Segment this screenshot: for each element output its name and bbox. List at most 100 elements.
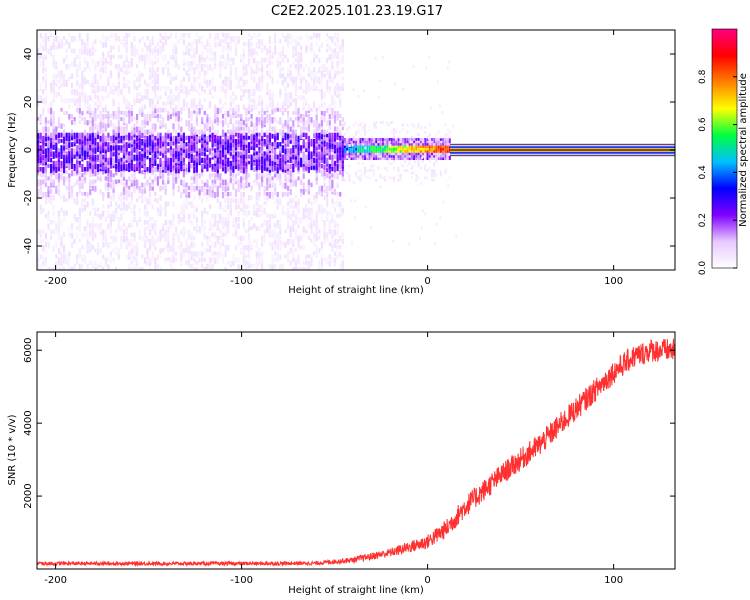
heatmap-cell xyxy=(115,126,118,133)
heatmap-cell xyxy=(125,145,128,152)
heatmap-cell xyxy=(261,210,264,216)
heatmap-cell xyxy=(193,142,196,147)
heatmap-cell xyxy=(357,154,360,158)
heatmap-cell xyxy=(175,163,178,169)
heatmap-cell xyxy=(146,170,149,174)
heatmap-cell xyxy=(60,266,63,270)
heatmap-cell xyxy=(433,145,436,148)
heatmap-cell xyxy=(91,142,94,149)
heatmap-cell xyxy=(201,210,204,218)
heatmap-cell xyxy=(182,145,185,150)
heatmap-cell xyxy=(258,195,261,202)
heatmap-cell xyxy=(393,133,395,136)
heatmap-cell xyxy=(188,145,191,152)
heatmap-cell xyxy=(94,101,97,106)
heatmap-cell xyxy=(446,152,449,156)
heatmap-cell xyxy=(287,32,290,40)
heatmap-cell xyxy=(63,254,66,260)
heatmap-cell xyxy=(294,179,297,186)
heatmap-cell xyxy=(307,185,310,191)
heatmap-cell xyxy=(164,36,167,41)
heatmap-cell xyxy=(195,135,198,142)
heatmap-cell xyxy=(439,216,442,220)
heatmap-cell xyxy=(439,169,442,172)
heatmap-cell xyxy=(305,82,308,90)
colorbar-tick-label: 0.8 xyxy=(698,69,708,84)
heatmap-cell xyxy=(234,104,238,111)
heatmap-cell xyxy=(237,132,240,139)
heatmap-cell xyxy=(162,45,165,52)
heatmap-cell xyxy=(73,217,76,224)
heatmap-cell xyxy=(268,54,271,59)
heatmap-cell xyxy=(102,120,105,126)
heatmap-cell xyxy=(206,179,209,184)
heatmap-cell xyxy=(201,179,204,184)
heatmap-cell xyxy=(292,182,295,187)
heatmap-cell xyxy=(76,139,79,144)
heatmap-cell xyxy=(169,245,172,251)
heatmap-cell xyxy=(193,260,196,266)
heatmap-cell xyxy=(211,67,214,74)
heatmap-cell xyxy=(323,148,326,155)
heatmap-cell xyxy=(318,104,321,112)
heatmap-cell xyxy=(237,120,240,125)
heatmap-cell xyxy=(428,133,431,136)
heatmap-cell xyxy=(424,147,427,151)
heatmap-cell xyxy=(94,260,97,266)
heatmap-cell xyxy=(305,260,308,265)
heatmap-cell xyxy=(57,188,60,194)
heatmap-cell xyxy=(146,270,148,275)
heatmap-cell xyxy=(86,139,89,146)
heatmap-cell xyxy=(292,151,295,155)
heatmap-cell xyxy=(190,185,193,192)
heatmap-cell xyxy=(133,142,136,148)
heatmap-cell xyxy=(167,101,170,106)
heatmap-cell xyxy=(390,176,393,180)
heatmap-cell xyxy=(323,132,326,138)
heatmap-cell xyxy=(366,152,369,156)
heatmap-cell xyxy=(375,138,378,141)
heatmap-cell xyxy=(268,160,271,166)
heatmap-cell xyxy=(413,145,416,148)
heatmap-cell xyxy=(224,32,227,37)
heatmap-cell xyxy=(117,85,120,93)
heatmap-cell xyxy=(91,220,94,226)
heatmap-cell xyxy=(60,195,63,200)
heatmap-cell xyxy=(279,176,282,182)
heatmap-cell xyxy=(287,257,290,262)
heatmap-cell xyxy=(193,135,196,141)
heatmap-cell xyxy=(292,48,295,54)
heatmap-cell xyxy=(422,140,424,144)
heatmap-cell xyxy=(247,204,251,209)
heatmap-cell xyxy=(370,226,373,229)
heatmap-cell xyxy=(276,204,279,210)
heatmap-cell xyxy=(302,120,305,125)
heatmap-cell xyxy=(152,270,154,274)
heatmap-cell xyxy=(258,82,261,89)
heatmap-cell xyxy=(386,166,389,170)
heatmap-cell xyxy=(185,142,188,147)
snr-frame xyxy=(36,331,676,570)
heatmap-cell xyxy=(60,254,63,261)
heatmap-cell xyxy=(281,67,284,72)
heatmap-cell xyxy=(146,204,149,210)
heatmap-cell xyxy=(102,51,105,57)
heatmap-cell xyxy=(63,266,66,270)
heatmap-cell xyxy=(182,232,185,238)
heatmap-cell xyxy=(125,254,128,260)
heatmap-cell xyxy=(117,195,120,201)
heatmap-cell xyxy=(52,79,55,86)
heatmap-cell xyxy=(237,241,240,247)
heatmap-cell xyxy=(172,213,175,221)
heatmap-cell xyxy=(193,185,196,192)
heatmap-cell xyxy=(422,159,424,163)
heatmap-cell xyxy=(195,251,198,258)
heatmap-cell xyxy=(279,120,282,125)
heatmap-cell xyxy=(167,226,170,233)
heatmap-cell xyxy=(326,235,329,243)
heatmap-cell xyxy=(151,204,154,210)
heatmap-cell xyxy=(70,36,74,43)
heatmap-cell xyxy=(47,151,50,157)
heatmap-cell xyxy=(203,64,206,68)
heatmap-cell xyxy=(141,266,144,270)
